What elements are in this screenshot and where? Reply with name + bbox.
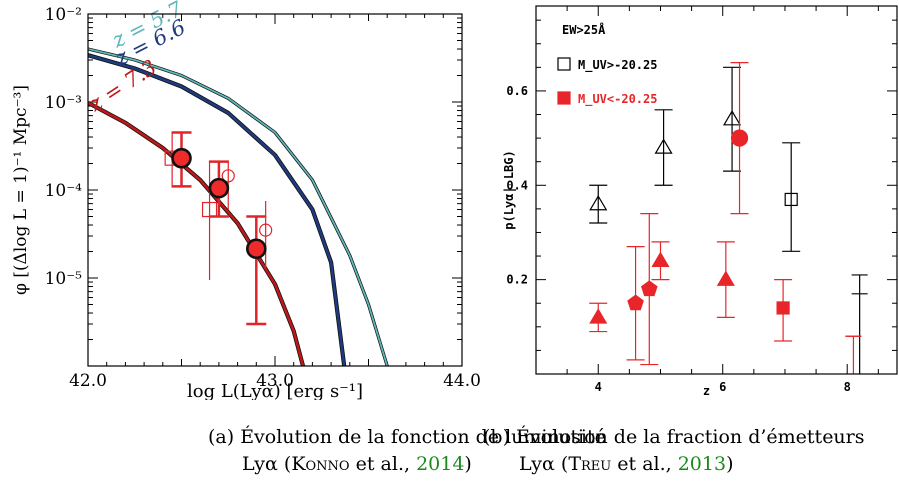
x-tick-label: 4	[595, 380, 602, 394]
x-tick-label: 44.0	[443, 371, 481, 391]
filled-pentagon-marker	[627, 294, 644, 311]
figure-canvas: z = 5.7z = 6.6z = 7.310⁻²10⁻³10⁻⁴10⁻⁵42.…	[11, 0, 898, 400]
x-axis-label: z	[703, 384, 710, 398]
filled-triangle-marker	[716, 270, 735, 286]
y-tick-label: 10⁻⁵	[45, 269, 83, 289]
y-tick-label: 10⁻²	[45, 5, 82, 25]
ew-annotation: EW>25Å	[562, 22, 606, 37]
open-circle-marker	[259, 223, 273, 237]
caption-b-line2: Lyα (Treu et al., 2013)	[519, 453, 734, 475]
x-tick-label: 43.0	[256, 371, 294, 391]
open-triangle-marker	[723, 110, 742, 126]
filled-circle-marker	[208, 177, 230, 199]
open-square-marker	[784, 192, 798, 207]
open-circle-marker	[221, 169, 235, 183]
y-tick-label: 0.6	[506, 84, 528, 98]
filled-circle-marker	[171, 147, 192, 169]
x-tick-label: 42.0	[69, 371, 107, 391]
y-tick-label: 0.4	[506, 178, 528, 192]
filled-triangle-marker	[651, 251, 670, 267]
caption-a-author: Konno	[291, 453, 350, 475]
y-axis-label: φ [(Δlog L = 1)⁻¹ Mpc⁻³]	[11, 85, 31, 295]
legend-open-square	[557, 57, 571, 71]
curve-outline-3	[88, 100, 306, 366]
x-tick-label: 6	[719, 380, 726, 394]
filled-circle-marker	[245, 238, 267, 260]
curve-57	[88, 48, 389, 366]
open-triangle-marker	[589, 194, 608, 211]
x-axis-label: log L(Lyα) [erg s⁻¹]	[187, 381, 363, 400]
y-tick-label: 0.2	[506, 273, 528, 287]
y-tick-label: 10⁻⁴	[45, 181, 83, 201]
x-tick-label: 8	[844, 380, 851, 394]
lya-fraction-chart: EW>25Å M_UV>-20.25 M_UV<-20.25 0.2 0.4 0.6 4 6 8…	[502, 5, 898, 398]
caption-b-year-link[interactable]: 2013	[677, 453, 727, 475]
plot-frame	[535, 5, 898, 375]
filled-circle-marker	[730, 129, 749, 147]
caption-b: (b) Évolution de la fraction d’émetteurs…	[483, 424, 865, 478]
caption-b-author: Treu	[568, 453, 612, 475]
curve-outline-1	[88, 47, 389, 366]
filled-triangle-marker	[589, 308, 608, 324]
luminosity-function-chart: z = 5.7z = 6.6z = 7.310⁻²10⁻³10⁻⁴10⁻⁵42.…	[11, 0, 481, 400]
curve-66	[88, 53, 346, 366]
y-tick-label: 10⁻³	[45, 93, 82, 113]
filled-pentagon-marker	[640, 280, 658, 297]
open-triangle-marker	[654, 138, 673, 154]
caption-b-line1: (b) Évolution de la fraction d’émetteurs	[483, 426, 865, 448]
legend-filled-square	[557, 91, 571, 105]
legend-label-bright: M_UV<-20.25	[578, 92, 657, 107]
filled-square-marker	[776, 301, 790, 315]
caption-a: (a) Évolution de la fonction de luminosi…	[208, 424, 606, 478]
caption-a-line1: (a) Évolution de la fonction de luminosi…	[208, 426, 606, 448]
curves	[88, 47, 389, 366]
curve-73	[88, 101, 305, 366]
legend-label-faint: M_UV>-20.25	[578, 58, 657, 73]
caption-a-year-link[interactable]: 2014	[416, 453, 465, 475]
caption-a-line2: Lyα (Konno et al., 2014)	[242, 453, 472, 475]
y-axis-label: p(Lyα| LBG)	[502, 150, 516, 229]
plot-frame	[87, 13, 463, 367]
